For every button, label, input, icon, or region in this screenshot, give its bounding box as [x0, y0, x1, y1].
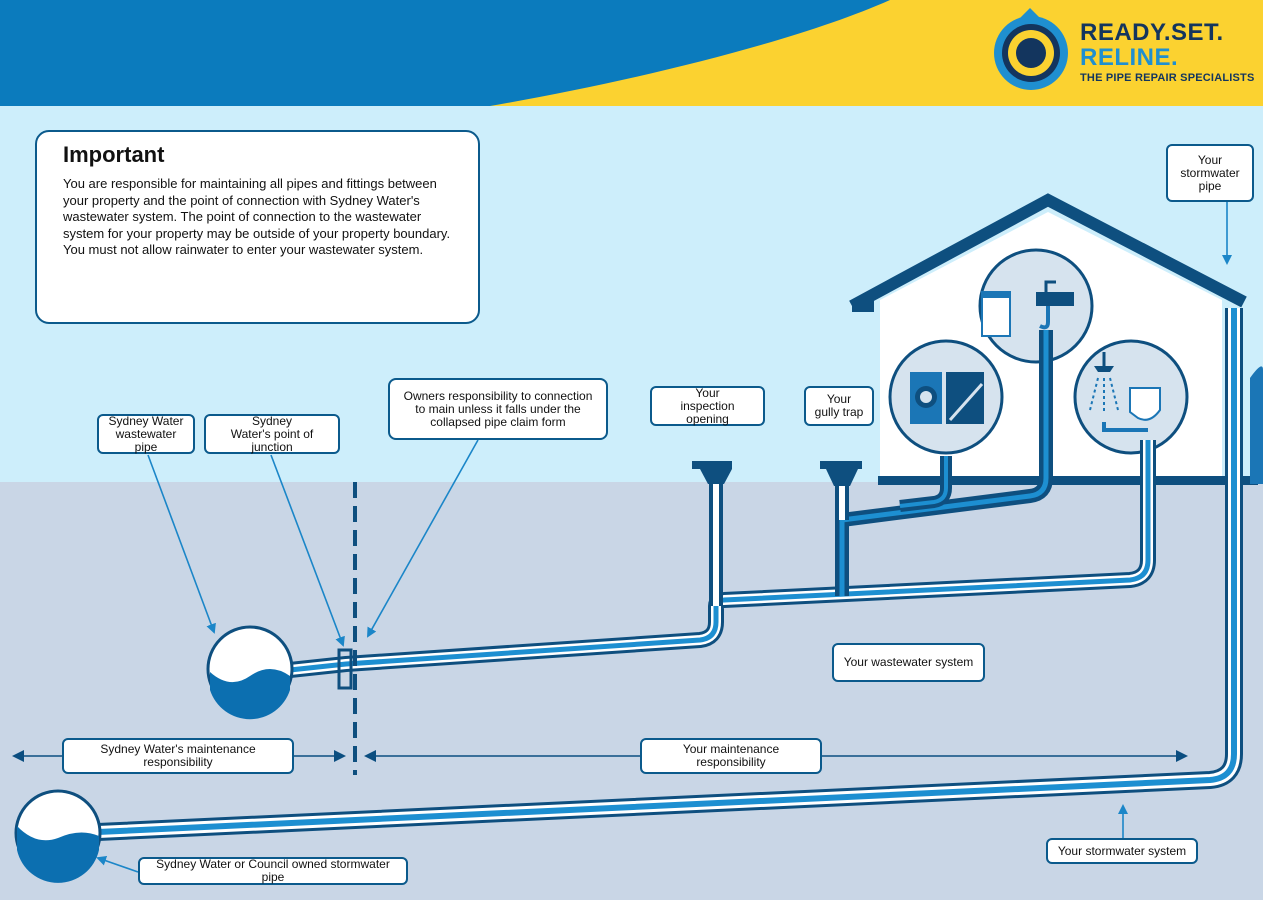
label-your-maintenance: Your maintenance responsibility: [640, 738, 822, 774]
brand-logo: READY.SET. RELINE. THE PIPE REPAIR SPECI…: [1080, 19, 1255, 85]
label-council-stormwater-pipe: Sydney Water or Council owned stormwater…: [138, 857, 408, 885]
label-inspection-opening: Your inspection opening: [650, 386, 765, 426]
wastewater-pipes: [289, 330, 1156, 678]
brand-line-2: RELINE.: [1080, 44, 1179, 71]
label-gully-trap: Your gully trap: [804, 386, 874, 426]
sydney-water-wastewater-main: [206, 625, 294, 720]
important-notice: Important You are responsible for mainta…: [35, 130, 480, 324]
label-your-stormwater-pipe: Your stormwater pipe: [1166, 144, 1254, 202]
header-banner: [0, 0, 1263, 106]
important-heading: Important: [63, 142, 165, 167]
junction-fitting: [337, 648, 353, 690]
stormwater-main: [14, 789, 102, 883]
callout-arrows: [96, 202, 1232, 873]
kitchen-bubble: [978, 248, 1094, 364]
inspection-opening: [692, 461, 732, 484]
brand-line-1: READY.SET.: [1080, 19, 1224, 46]
label-point-of-junction: Sydney Water's point of junction: [204, 414, 340, 454]
brand-tagline: THE PIPE REPAIR SPECIALISTS: [1080, 72, 1255, 84]
label-sydney-water-wastewater-pipe: Sydney Water wastewater pipe: [97, 414, 195, 454]
label-your-stormwater-system: Your stormwater system: [1046, 838, 1198, 864]
stormwater-pipes: [97, 308, 1243, 841]
logo-ring-icon: [994, 8, 1068, 90]
important-body: You are responsible for maintaining all …: [63, 176, 451, 257]
laundry-bubble: [888, 339, 1004, 455]
label-your-wastewater-system: Your wastewater system: [832, 643, 985, 682]
gully-trap: [820, 461, 862, 486]
label-owners-responsibility: Owners responsibility to connection to m…: [388, 378, 608, 440]
bathroom-bubble: [1073, 339, 1189, 455]
label-sydney-water-maintenance: Sydney Water's maintenance responsibilit…: [62, 738, 294, 774]
